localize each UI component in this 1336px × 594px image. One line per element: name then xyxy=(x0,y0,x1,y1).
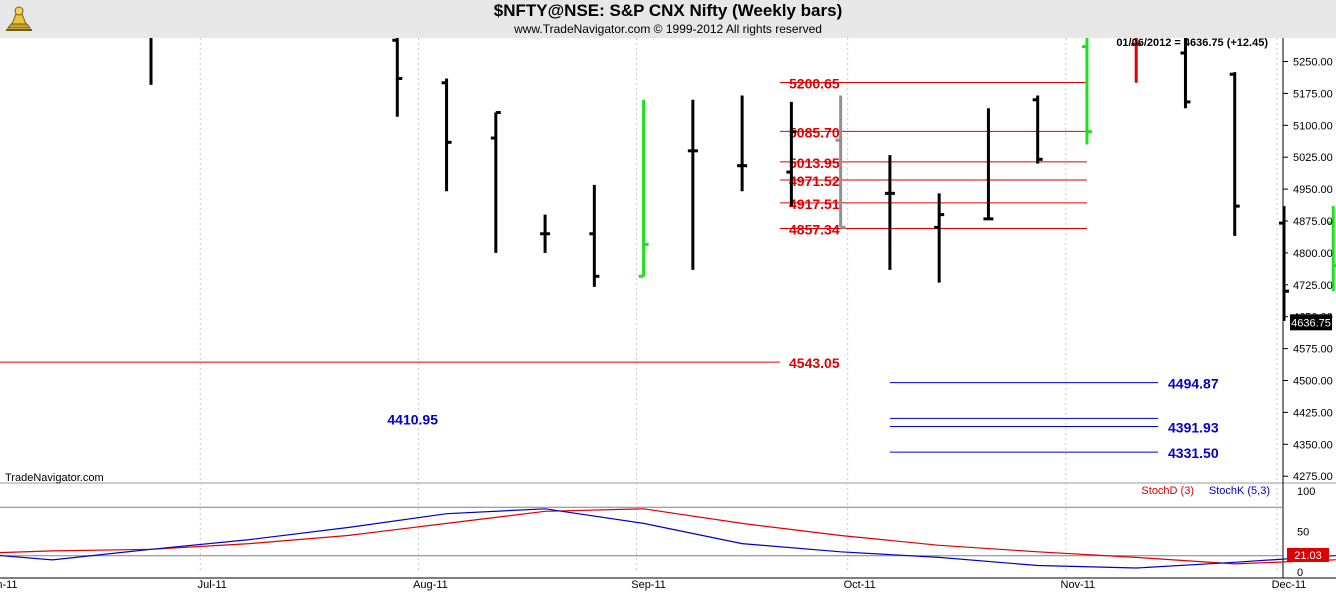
ohlc-bar xyxy=(490,111,501,253)
tradenavigator-logo-icon xyxy=(2,2,36,34)
level-label: 4543.05 xyxy=(789,355,840,371)
level-label: 5200.65 xyxy=(789,75,840,91)
x-month-label: Aug-11 xyxy=(413,579,448,591)
price-axis[interactable]: 4275.004350.004425.004500.004575.004650.… xyxy=(1283,57,1333,484)
x-month-label: Dec-11 xyxy=(1272,579,1307,591)
level-label: 4410.95 xyxy=(387,411,438,427)
ohlc-bar xyxy=(441,78,452,192)
level-label: 4971.52 xyxy=(789,173,840,189)
legend-stochk: StochK (5,3) xyxy=(1209,485,1270,497)
x-month-label: Jun-11 xyxy=(0,579,18,591)
info-readout: 01/06/2012 = 4636.75 (+12.45) xyxy=(1116,37,1268,49)
stoch-series-line xyxy=(0,508,1336,569)
last-price-label: 4636.75 xyxy=(1291,317,1331,329)
ohlc-bar xyxy=(638,99,649,278)
x-month-label: Jul-11 xyxy=(198,579,227,591)
y-tick-label: 4275.00 xyxy=(1293,471,1333,483)
ohlc-bar xyxy=(1131,38,1142,83)
level-label: 5085.70 xyxy=(789,124,840,140)
copyright-text: www.TradeNavigator.com © 1999-2012 All r… xyxy=(514,22,822,36)
stochastic-panel: 0 50 100 StochD (3) StochK (5,3) 21.03 xyxy=(0,485,1336,579)
y-tick-label: 5250.00 xyxy=(1293,57,1333,69)
y-tick-label: 4425.00 xyxy=(1293,407,1333,419)
ohlc-bar xyxy=(1180,38,1191,109)
ohlc-bar xyxy=(786,101,797,207)
y-tick-label: 4500.00 xyxy=(1293,375,1333,387)
time-axis[interactable]: Jun-11 Jul-11 Aug-11 Sep-11 Oct-11 Nov-11 Dec-… xyxy=(0,579,1336,591)
ohlc-bar xyxy=(392,38,403,117)
stoch-tick-label: 50 xyxy=(1297,527,1309,539)
x-month-label: Oct-11 xyxy=(844,579,876,591)
ohlc-bar xyxy=(1229,72,1240,236)
stoch-tick-label: 100 xyxy=(1297,486,1315,498)
ohlc-bar xyxy=(589,184,600,287)
stoch-value-badge xyxy=(1287,547,1329,562)
level-label: 5013.95 xyxy=(789,155,840,171)
level-label: 4494.87 xyxy=(1168,376,1219,392)
ohlc-bar xyxy=(1278,206,1289,321)
y-tick-label: 4350.00 xyxy=(1293,439,1333,451)
y-tick-label: 5100.00 xyxy=(1293,120,1333,132)
chart-title: $NFTY@NSE: S&P CNX Nifty (Weekly bars) xyxy=(493,1,843,20)
watermark: TradeNavigator.com xyxy=(5,472,104,484)
ohlc-bar xyxy=(884,155,895,270)
price-panel-background xyxy=(0,38,1283,483)
last-price-badge xyxy=(1290,314,1332,331)
level-label: 4391.93 xyxy=(1168,419,1219,435)
y-tick-label: 5025.00 xyxy=(1293,152,1333,164)
ohlc-bar xyxy=(1081,38,1092,145)
y-tick-label: 5175.00 xyxy=(1293,88,1333,100)
y-tick-label: 4950.00 xyxy=(1293,184,1333,196)
price-levels: 5200.65 5085.70 5013.95 4971.52 4917.51 4857.… xyxy=(0,75,1219,461)
level-label: 4331.50 xyxy=(1168,445,1219,461)
stoch-tick-label: 0 xyxy=(1297,567,1303,579)
ohlc-bar xyxy=(934,193,945,283)
x-month-label: Nov-11 xyxy=(1061,579,1096,591)
ohlc-bar xyxy=(540,214,551,253)
ohlc-bar xyxy=(983,108,994,221)
y-tick-label: 4875.00 xyxy=(1293,216,1333,228)
ohlc-bar xyxy=(687,99,698,270)
chart-header: $NFTY@NSE: S&P CNX Nifty (Weekly bars) w… xyxy=(0,0,1336,38)
level-label: 4917.51 xyxy=(789,196,840,212)
legend-stochd: StochD (3) xyxy=(1141,485,1194,497)
stoch-value-label: 21.03 xyxy=(1294,550,1322,562)
chart-labels: 01/06/2012 = 4636.75 (+12.45) TradeNaviga… xyxy=(5,37,1268,484)
ohlc-bars xyxy=(149,38,1336,321)
level-label: 4857.34 xyxy=(789,222,840,238)
ohlc-bar xyxy=(1032,95,1043,164)
y-tick-label: 4575.00 xyxy=(1293,344,1333,356)
x-month-label: Sep-11 xyxy=(631,579,666,591)
grid-lines xyxy=(0,38,1336,579)
y-tick-label: 4800.00 xyxy=(1293,248,1333,260)
y-tick-label: 4725.00 xyxy=(1293,280,1333,292)
ohlc-bar xyxy=(835,95,846,229)
ohlc-bar xyxy=(737,95,748,192)
